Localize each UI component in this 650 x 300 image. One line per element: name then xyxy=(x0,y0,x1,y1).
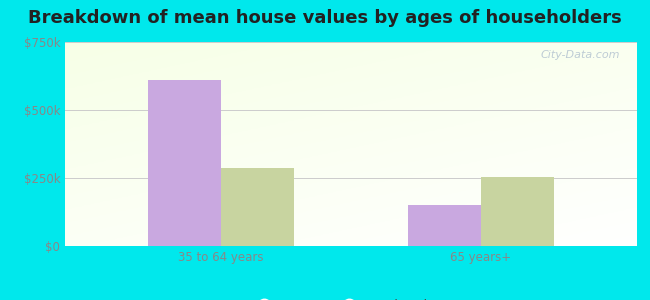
Text: City-Data.com: City-Data.com xyxy=(540,50,620,60)
Text: Breakdown of mean house values by ages of householders: Breakdown of mean house values by ages o… xyxy=(28,9,622,27)
Bar xyxy=(408,205,481,246)
Bar xyxy=(148,80,221,246)
Legend: Peever, South Dakota: Peever, South Dakota xyxy=(246,294,456,300)
Bar xyxy=(221,169,294,246)
Bar xyxy=(481,178,554,246)
